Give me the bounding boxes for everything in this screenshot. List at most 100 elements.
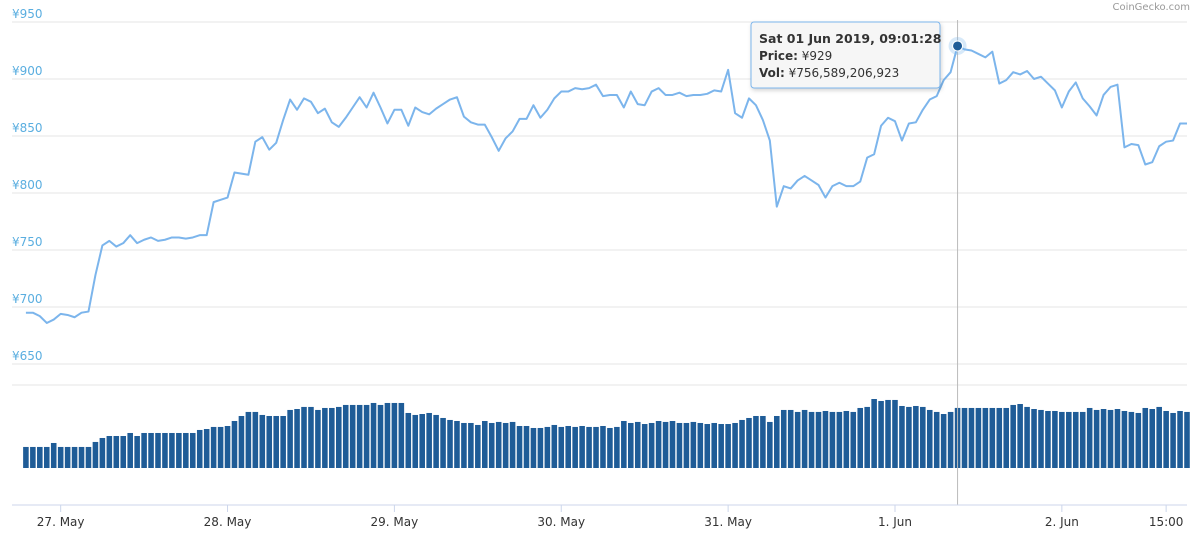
volume-bar [732,422,738,468]
volume-bar [913,405,919,468]
volume-bar [975,407,982,468]
volume-bar [725,424,731,468]
volume-bar [551,424,558,468]
volume-bar [134,436,140,468]
volume-bar [85,446,92,468]
volume-bar [885,399,891,468]
volume-bar [1003,407,1010,468]
volume-bar [141,432,147,468]
volume-bar [342,404,349,468]
volume-bar [600,425,606,468]
volume-bar [50,442,57,468]
volume-bar [426,412,432,468]
volume-bar [753,415,759,468]
tooltip-box [750,21,941,89]
volume-bar [558,426,565,468]
source-credit: CoinGecko.com [1112,2,1190,13]
volume-bar [468,422,474,468]
volume-bar [356,404,363,468]
volume-bar [899,405,905,468]
y-tick-label: ¥750 [12,235,43,249]
volume-bar [322,407,328,468]
volume-bar [335,406,342,468]
volume-bar [1017,404,1023,468]
x-axis-ticks: 27. May 28. May 29. May 30. May 31. May 1. Ju… [37,505,1183,529]
volume-bar [572,426,578,468]
volume-bar [920,406,926,468]
x-tick-label: 31. May [704,515,752,529]
volume-bar [516,425,523,468]
volume-bar [349,404,356,468]
volume-bar [614,426,620,468]
volume-bar [447,419,453,468]
tooltip-label: Price: [759,49,798,63]
volume-bar [857,407,864,468]
volume-bar [989,407,996,468]
volume-bar [1066,411,1072,468]
volume-bar [245,411,252,468]
volume-bar [1170,412,1176,468]
volume-bar [482,420,488,468]
volume-bar [634,421,641,468]
volume-bar [231,420,238,468]
volume-bar [377,404,384,468]
volume-bar [815,411,822,468]
volume-bar [1121,410,1128,468]
volume-bar [224,425,231,468]
volume-bar [1086,407,1093,468]
volume-bar [210,426,217,468]
volume-bar [495,421,502,468]
volume-bar [238,415,245,468]
tooltip-row: Price: ¥929 [759,49,832,63]
volume-bar [808,411,815,468]
volume-bar [43,446,50,468]
y-tick-label: ¥950 [12,7,43,21]
volume-bar [308,406,314,468]
volume-bar [628,422,634,468]
volume-bar [662,421,669,468]
volume-bar [273,415,279,468]
volume-bar [92,441,99,468]
volume-bar [530,427,537,468]
volume-bar [454,420,460,468]
volume-bar [1059,411,1065,468]
volume-bar [113,436,120,468]
x-tick-label: 27. May [37,515,85,529]
volume-bar [1093,409,1100,468]
volume-bar [774,415,780,468]
volume-bar [440,417,446,468]
x-tick-label: 29. May [371,515,419,529]
volume-bar [878,400,884,468]
volume-bar [1100,409,1107,468]
volume-bar [1114,409,1121,468]
volume-bar [106,436,113,468]
volume-bar [461,422,467,468]
tooltip-label: Vol: [759,66,785,80]
volume-bar [155,432,161,468]
volume-bar [982,407,989,468]
volume-bar [1052,410,1058,468]
volume-bar [1128,411,1135,468]
volume-bar [1107,409,1114,468]
volume-bar [690,421,697,468]
volume-bar [586,426,592,468]
volume-bar [509,421,516,468]
volume-bar [57,446,64,468]
x-tick-label: 28. May [204,515,252,529]
volume-bar [363,404,370,468]
volume-bar [767,421,773,468]
volume-bar [259,414,266,468]
volume-bar [906,406,912,468]
volume-bar [384,402,391,468]
volume-bar [189,432,196,468]
volume-bar [850,411,857,468]
volume-bar [23,446,29,468]
volume-bar [405,412,412,468]
volume-bar [1156,406,1162,468]
volume-bar [1010,404,1016,468]
y-tick-label: ¥900 [12,64,43,78]
volume-bar [64,446,71,468]
volume-bar [579,425,585,468]
volume-bar [419,414,425,468]
